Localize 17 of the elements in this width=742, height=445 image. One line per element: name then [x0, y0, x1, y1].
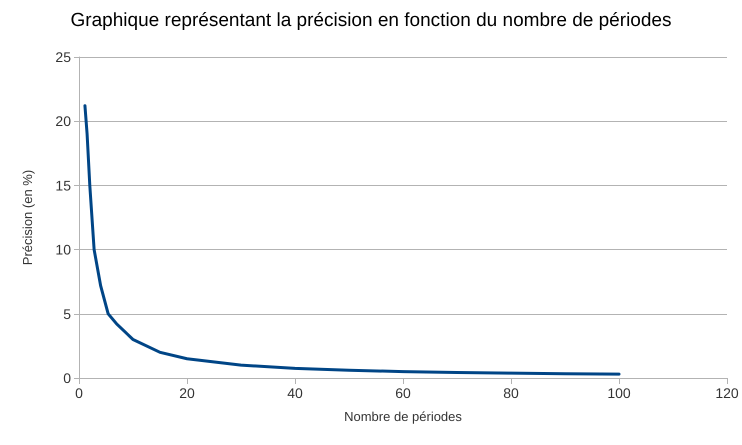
y-tick-label: 20	[55, 113, 72, 130]
x-tick-label: 60	[395, 385, 411, 401]
x-tick-label: 40	[287, 385, 303, 401]
x-tick-label: 20	[179, 385, 195, 401]
y-tick-label: 5	[63, 306, 72, 322]
y-tick-label: 15	[55, 177, 72, 194]
x-tick-label: 0	[75, 385, 84, 401]
x-tick-label: 80	[503, 385, 519, 401]
y-tick-label: 10	[55, 242, 72, 258]
line-series	[83, 104, 620, 376]
x-tick-label: 120	[715, 385, 739, 401]
x-tick-label: 100	[607, 385, 631, 401]
y-tick-label: 0	[63, 370, 72, 386]
chart-title: Graphique représentant la précision en fonction du nombre de périodes	[70, 10, 672, 31]
x-axis-title: Nombre de périodes	[344, 409, 462, 424]
y-axis-title: Précision (en %)	[20, 170, 35, 266]
y-tick-label: 25	[55, 49, 72, 65]
